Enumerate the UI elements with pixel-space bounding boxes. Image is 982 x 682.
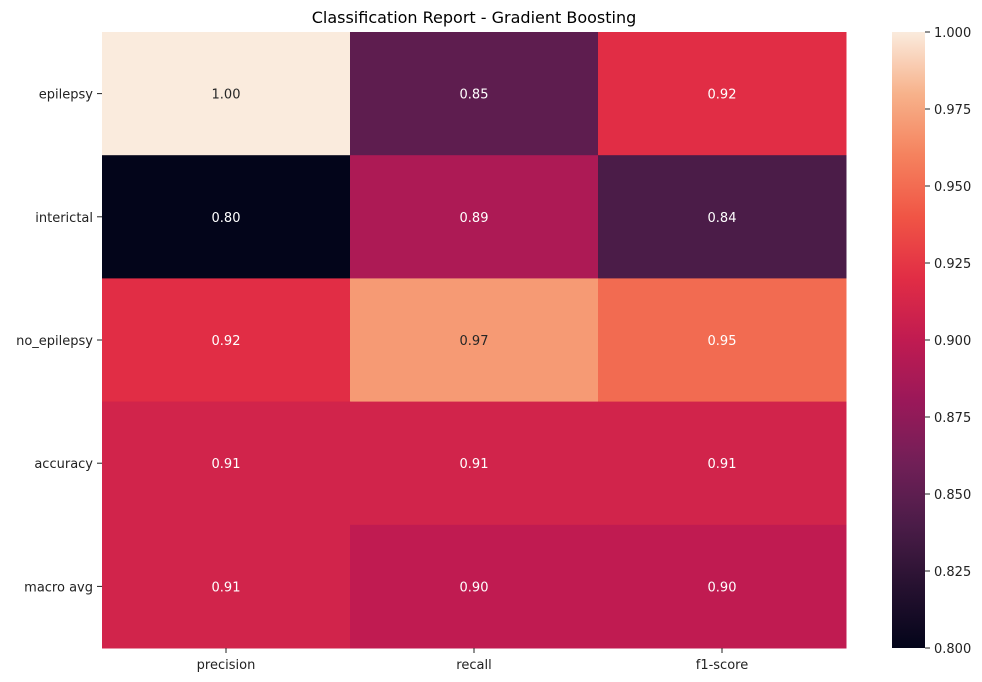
heatmap-cells: 1.00 0.85 0.92 0.80 0.89 0.84 0.92 0.97 0.95 0.91… <box>102 32 847 649</box>
cell-value-label: 0.91 <box>708 457 737 472</box>
column-label: precision <box>197 658 256 673</box>
cell-value-label: 0.91 <box>212 457 241 472</box>
colorbar-tick-label: 0.850 <box>934 488 971 503</box>
cell-value-label: 0.90 <box>708 580 737 595</box>
heatmap-cell <box>350 32 599 156</box>
column-label: f1-score <box>696 658 748 673</box>
heatmap-cell <box>350 401 599 526</box>
colorbar-tick-label: 1.000 <box>934 26 971 41</box>
row-label: interictal <box>35 211 93 226</box>
row-label: macro avg <box>24 580 93 595</box>
column-labels: precision recall f1-score <box>197 648 748 673</box>
heatmap-cell <box>350 524 599 649</box>
cell-value-label: 0.91 <box>460 457 489 472</box>
colorbar-tick-label: 0.825 <box>934 565 971 580</box>
cell-value-label: 0.80 <box>212 211 241 226</box>
heatmap-cell <box>350 278 599 403</box>
cell-value-label: 0.85 <box>460 88 489 103</box>
cell-value-label: 0.91 <box>212 580 241 595</box>
heatmap-cell <box>598 155 847 279</box>
cell-value-label: 0.90 <box>460 580 489 595</box>
row-labels: epilepsy interictal no_epilepsy accuracy mac… <box>16 88 102 595</box>
row-label: epilepsy <box>39 88 93 103</box>
heatmap-cell <box>102 32 351 156</box>
cell-value-label: 0.92 <box>708 88 737 103</box>
cell-value-label: 0.97 <box>460 334 489 349</box>
cell-value-label: 1.00 <box>212 88 241 103</box>
heatmap-cell <box>102 155 351 279</box>
heatmap-cell <box>102 278 351 403</box>
colorbar-tick-label: 0.900 <box>934 334 971 349</box>
colorbar-tick-label: 0.950 <box>934 180 971 195</box>
colorbar-tick-label: 0.800 <box>934 642 971 657</box>
heatmap-cell <box>598 401 847 526</box>
row-label: accuracy <box>34 457 93 472</box>
cell-value-label: 0.89 <box>460 211 489 226</box>
colorbar-tick-label: 0.975 <box>934 103 971 118</box>
cell-value-label: 0.84 <box>708 211 737 226</box>
heatmap-cell <box>102 524 351 649</box>
heatmap-cell <box>598 32 847 156</box>
column-label: recall <box>456 658 491 673</box>
cell-value-label: 0.92 <box>212 334 241 349</box>
chart-title: Classification Report - Gradient Boostin… <box>312 8 637 27</box>
heatmap-cell <box>350 155 599 279</box>
row-label: no_epilepsy <box>16 334 93 349</box>
colorbar: 0.800 0.825 0.850 0.875 0.900 0.925 0.950 0.975… <box>892 26 971 657</box>
colorbar-tick-label: 0.875 <box>934 411 971 426</box>
colorbar-tick-label: 0.925 <box>934 257 971 272</box>
heatmap-cell <box>598 278 847 403</box>
heatmap-cell <box>598 524 847 649</box>
colorbar-gradient <box>892 32 925 648</box>
cell-value-label: 0.95 <box>708 334 737 349</box>
heatmap-cell <box>102 401 351 526</box>
